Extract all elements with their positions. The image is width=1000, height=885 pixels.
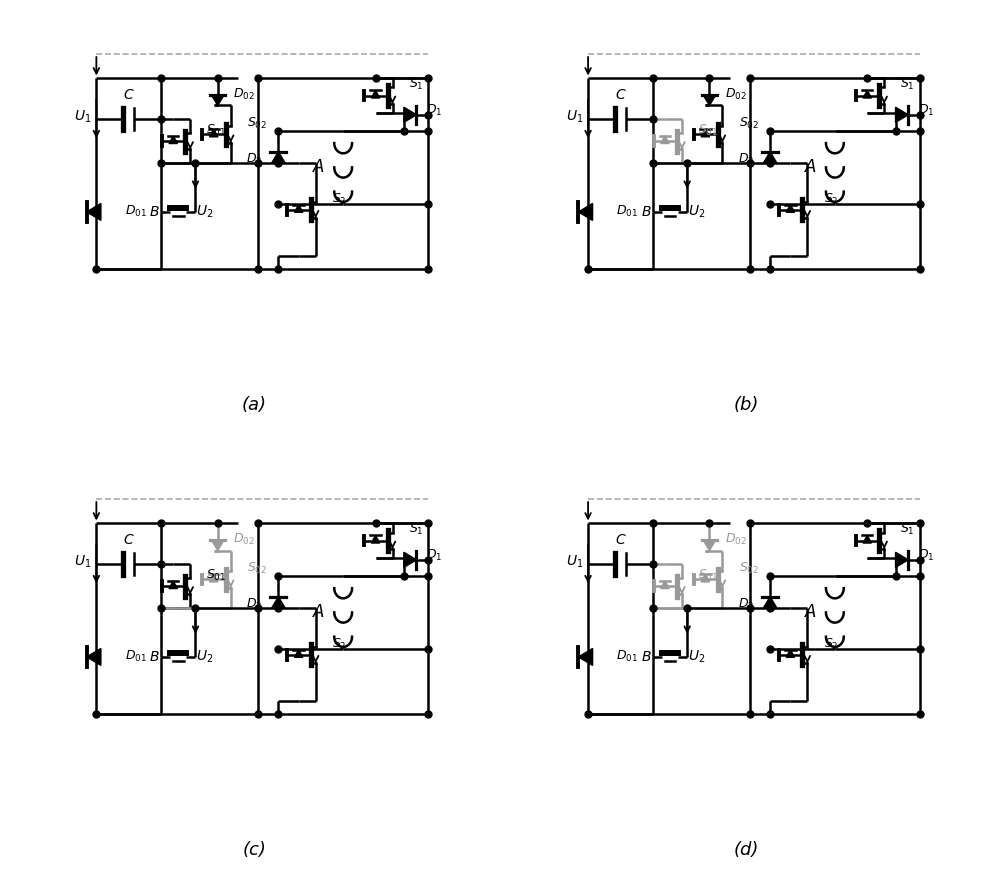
- Polygon shape: [703, 96, 716, 105]
- Text: $U_2$: $U_2$: [688, 649, 706, 666]
- Text: $S_{02}$: $S_{02}$: [247, 116, 267, 131]
- Text: $U_2$: $U_2$: [688, 204, 706, 220]
- Text: $S_2$: $S_2$: [824, 191, 838, 206]
- Polygon shape: [87, 204, 101, 220]
- Polygon shape: [209, 574, 218, 581]
- Text: $D_{02}$: $D_{02}$: [725, 532, 747, 547]
- Polygon shape: [169, 581, 177, 589]
- Text: $S_{02}$: $S_{02}$: [739, 116, 759, 131]
- Text: $D_{02}$: $D_{02}$: [233, 532, 255, 547]
- Text: $D_2$: $D_2$: [738, 151, 754, 167]
- Polygon shape: [578, 649, 593, 666]
- Polygon shape: [786, 204, 795, 212]
- Text: $D_{01}$: $D_{01}$: [616, 204, 638, 219]
- Polygon shape: [371, 90, 380, 98]
- Polygon shape: [578, 204, 593, 220]
- Polygon shape: [703, 541, 716, 550]
- Text: $B$: $B$: [641, 650, 652, 664]
- Text: $S_2$: $S_2$: [824, 636, 838, 651]
- Text: $S_{01}$: $S_{01}$: [206, 123, 227, 138]
- Text: $U_2$: $U_2$: [196, 649, 214, 666]
- Text: $S_1$: $S_1$: [900, 77, 915, 92]
- Text: $U_1$: $U_1$: [74, 554, 92, 570]
- Polygon shape: [661, 136, 669, 143]
- Text: $U_1$: $U_1$: [566, 554, 583, 570]
- Polygon shape: [87, 649, 101, 666]
- Polygon shape: [212, 541, 224, 550]
- Polygon shape: [701, 129, 710, 137]
- Polygon shape: [272, 151, 285, 163]
- Text: $S_2$: $S_2$: [332, 191, 346, 206]
- Text: $S_{01}$: $S_{01}$: [698, 568, 718, 583]
- Polygon shape: [661, 581, 669, 589]
- Text: $C$: $C$: [615, 533, 626, 547]
- Polygon shape: [863, 90, 871, 98]
- Text: $A$: $A$: [804, 158, 817, 176]
- Polygon shape: [896, 552, 908, 567]
- Text: $D_1$: $D_1$: [426, 548, 442, 564]
- Text: $S_{02}$: $S_{02}$: [247, 561, 267, 576]
- Polygon shape: [896, 107, 908, 122]
- Text: $D_1$: $D_1$: [918, 104, 934, 119]
- Text: $D_1$: $D_1$: [918, 548, 934, 564]
- Polygon shape: [294, 204, 303, 212]
- Text: $U_1$: $U_1$: [566, 109, 583, 125]
- Text: (a): (a): [242, 396, 267, 414]
- Polygon shape: [294, 650, 303, 658]
- Text: $D_{02}$: $D_{02}$: [725, 87, 747, 102]
- Polygon shape: [863, 535, 871, 543]
- Text: $C$: $C$: [615, 88, 626, 102]
- Text: $S_{02}$: $S_{02}$: [739, 561, 759, 576]
- Text: $B$: $B$: [641, 205, 652, 219]
- Text: $D_1$: $D_1$: [426, 104, 442, 119]
- Text: $D_{02}$: $D_{02}$: [233, 87, 255, 102]
- Text: $B$: $B$: [149, 650, 160, 664]
- Polygon shape: [701, 574, 710, 581]
- Text: $S_2$: $S_2$: [332, 636, 346, 651]
- Polygon shape: [786, 650, 795, 658]
- Polygon shape: [763, 596, 777, 608]
- Polygon shape: [272, 596, 285, 608]
- Text: $C$: $C$: [123, 88, 135, 102]
- Text: $D_{01}$: $D_{01}$: [616, 650, 638, 665]
- Text: (d): (d): [733, 842, 759, 859]
- Polygon shape: [404, 552, 416, 567]
- Text: $A$: $A$: [312, 158, 325, 176]
- Text: $A$: $A$: [312, 604, 325, 621]
- Text: $D_{01}$: $D_{01}$: [125, 204, 147, 219]
- Polygon shape: [371, 535, 380, 543]
- Text: $D_2$: $D_2$: [246, 596, 262, 612]
- Polygon shape: [404, 107, 416, 122]
- Text: $D_{01}$: $D_{01}$: [125, 650, 147, 665]
- Text: $B$: $B$: [149, 205, 160, 219]
- Text: $S_1$: $S_1$: [409, 77, 423, 92]
- Text: $S_1$: $S_1$: [409, 522, 423, 537]
- Text: (c): (c): [242, 842, 266, 859]
- Polygon shape: [212, 96, 224, 105]
- Text: $U_1$: $U_1$: [74, 109, 92, 125]
- Text: $S_{01}$: $S_{01}$: [206, 568, 227, 583]
- Text: $D_2$: $D_2$: [246, 151, 262, 167]
- Polygon shape: [763, 151, 777, 163]
- Text: (b): (b): [733, 396, 759, 414]
- Text: $A$: $A$: [804, 604, 817, 621]
- Text: $S_{01}$: $S_{01}$: [698, 123, 718, 138]
- Polygon shape: [169, 136, 177, 143]
- Text: $C$: $C$: [123, 533, 135, 547]
- Text: $S_1$: $S_1$: [900, 522, 915, 537]
- Polygon shape: [209, 129, 218, 137]
- Text: $D_2$: $D_2$: [738, 596, 754, 612]
- Text: $U_2$: $U_2$: [196, 204, 214, 220]
